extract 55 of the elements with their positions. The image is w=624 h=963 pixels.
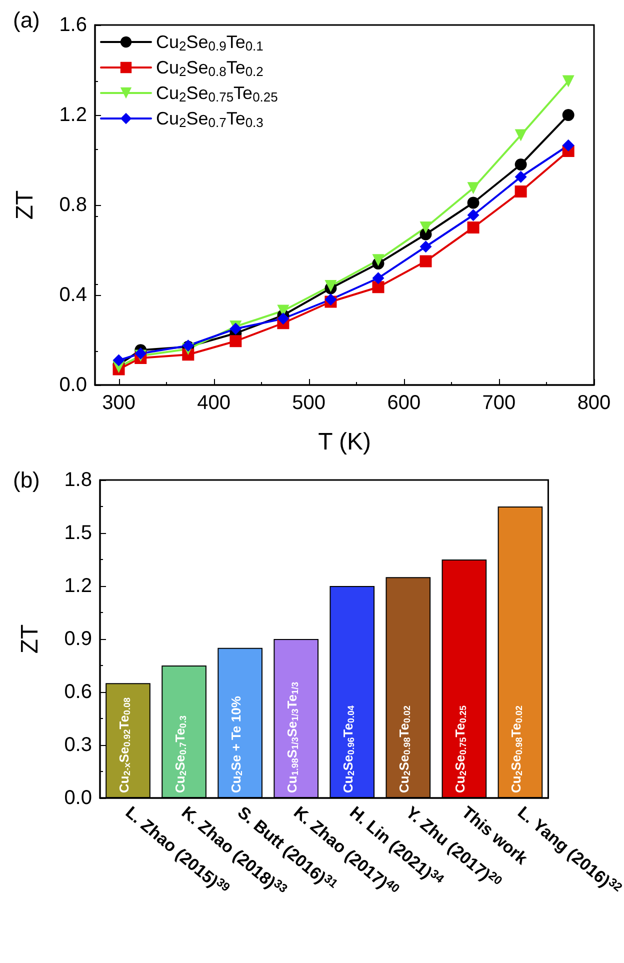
point: [467, 196, 480, 209]
annotation: Cu2Se0.98Te0.02: [396, 706, 412, 793]
chart-title: (b): [13, 468, 40, 492]
annotation: Cu2Se0.96Te0.04: [340, 706, 356, 793]
point: [514, 170, 527, 183]
y-tick-label: 1.6: [59, 14, 87, 36]
y-tick-label: 1.8: [64, 469, 92, 491]
point: [372, 281, 384, 294]
annotation: Cu1.98S1/3Se1/3Te1/3: [284, 682, 300, 793]
point: [562, 139, 574, 152]
annotation: Cu2Se0.7Te0.3: [172, 716, 188, 793]
point: [277, 312, 290, 325]
y-tick-label: 0.0: [64, 787, 92, 809]
point: [230, 322, 242, 335]
chart-title: (a): [13, 8, 40, 32]
y-tick-label: 0.8: [59, 194, 87, 216]
point: [420, 240, 432, 253]
annotation: Cu2Se0.98Te0.02: [508, 706, 524, 793]
y-tick-label: 0.3: [64, 734, 92, 756]
annotation: Cu2Se + Te 10%: [228, 696, 244, 793]
point: [230, 335, 242, 348]
y-axis-title: ZT: [16, 624, 44, 654]
point: [562, 109, 574, 121]
x-tick-label: 300: [102, 392, 136, 414]
point: [134, 348, 147, 360]
annotation: Cu2Se0.75Te0.25: [452, 706, 468, 793]
y-axis-title: ZT: [12, 190, 38, 220]
point: [372, 272, 384, 284]
point: [324, 294, 337, 306]
point: [420, 222, 432, 234]
annotation: Cu2-xSe0.92Te0.08: [116, 698, 132, 793]
point: [112, 354, 125, 366]
y-tick-label: 1.2: [59, 104, 87, 126]
y-tick-label: 0.6: [64, 681, 92, 703]
point: [372, 254, 384, 266]
y-tick-label: 0.0: [59, 374, 87, 396]
x-tick-label: 500: [292, 392, 326, 414]
y-tick-label: 0.9: [64, 628, 92, 650]
point: [562, 75, 574, 88]
point: [514, 186, 527, 198]
point: [514, 129, 527, 142]
point: [467, 182, 480, 194]
x-tick-label: 400: [197, 392, 230, 414]
point: [514, 158, 527, 170]
point: [467, 209, 480, 222]
x-axis-title: T (K): [318, 428, 371, 456]
x-tick-label: 700: [482, 392, 516, 414]
y-tick-label: 1.2: [64, 575, 92, 597]
y-tick-label: 0.4: [59, 284, 87, 306]
point: [420, 255, 432, 268]
x-tick-label: 800: [577, 392, 611, 414]
x-tick-label: 600: [387, 392, 421, 414]
point: [324, 280, 337, 292]
y-tick-label: 1.5: [64, 522, 92, 544]
point: [467, 222, 480, 234]
